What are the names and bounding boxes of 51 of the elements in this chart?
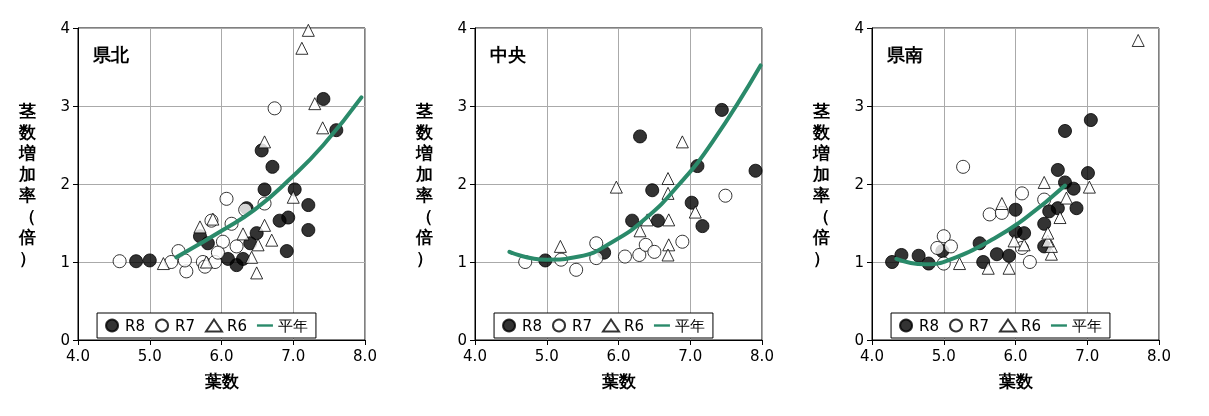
legend-label: R6: [1020, 316, 1041, 335]
x-tick-label: 4.0: [463, 346, 487, 365]
legend-label: R7: [175, 316, 195, 335]
y-tick-label: 4: [854, 19, 864, 37]
x-tick-label: 5.0: [931, 346, 956, 365]
x-tick-label: 4.0: [860, 346, 884, 365]
x-axis-title: 葉数: [600, 370, 637, 391]
text: 中央: [490, 43, 527, 65]
legend-label: 平年: [1071, 316, 1102, 335]
legend-label: R8: [125, 316, 146, 335]
legend-label: 平年: [674, 316, 705, 335]
x-axis-title: 葉数: [997, 370, 1034, 391]
legend-label: R6: [226, 316, 247, 335]
x-tick-label: 8.0: [353, 346, 377, 365]
legend-label: R8: [522, 316, 543, 335]
y-tick-label: 2: [854, 175, 864, 193]
legend-label: R7: [572, 316, 592, 335]
y-tick-label: 3: [854, 97, 864, 115]
x-tick-label: 7.0: [281, 346, 306, 365]
text: 県北: [92, 43, 130, 65]
x-tick-label: 8.0: [750, 346, 774, 365]
x-tick-label: 7.0: [678, 346, 703, 365]
x-axis-title: 葉数: [203, 370, 240, 391]
legend-label: R7: [969, 316, 989, 335]
x-tick-label: 7.0: [1075, 346, 1100, 365]
y-tick-label: 3: [457, 97, 467, 115]
legend-label: R6: [623, 316, 644, 335]
x-tick-label: 6.0: [209, 346, 234, 365]
x-tick-label: 4.0: [66, 346, 90, 365]
x-tick-label: 6.0: [606, 346, 631, 365]
y-tick-label: 1: [854, 253, 864, 271]
y-axis-title: 茎数増加率（倍）: [812, 100, 831, 268]
y-tick-label: 3: [60, 97, 70, 115]
text: 県南: [886, 43, 923, 65]
y-tick-label: 1: [457, 253, 467, 271]
x-tick-label: 8.0: [1147, 346, 1171, 365]
y-axis-title: 茎数増加率（倍）: [18, 100, 37, 268]
y-axis-title: 茎数増加率（倍）: [415, 100, 434, 268]
y-tick-label: 2: [457, 175, 467, 193]
y-tick-label: 0: [60, 331, 70, 349]
y-tick-label: 4: [457, 19, 467, 37]
y-tick-label: 0: [854, 331, 864, 349]
x-tick-label: 6.0: [1003, 346, 1028, 365]
y-tick-label: 1: [60, 253, 70, 271]
legend-label: 平年: [277, 316, 308, 335]
y-tick-label: 4: [60, 19, 70, 37]
y-tick-label: 0: [457, 331, 467, 349]
legend-label: R8: [919, 316, 940, 335]
x-tick-label: 5.0: [137, 346, 162, 365]
y-tick-label: 2: [60, 175, 70, 193]
x-tick-label: 5.0: [534, 346, 559, 365]
